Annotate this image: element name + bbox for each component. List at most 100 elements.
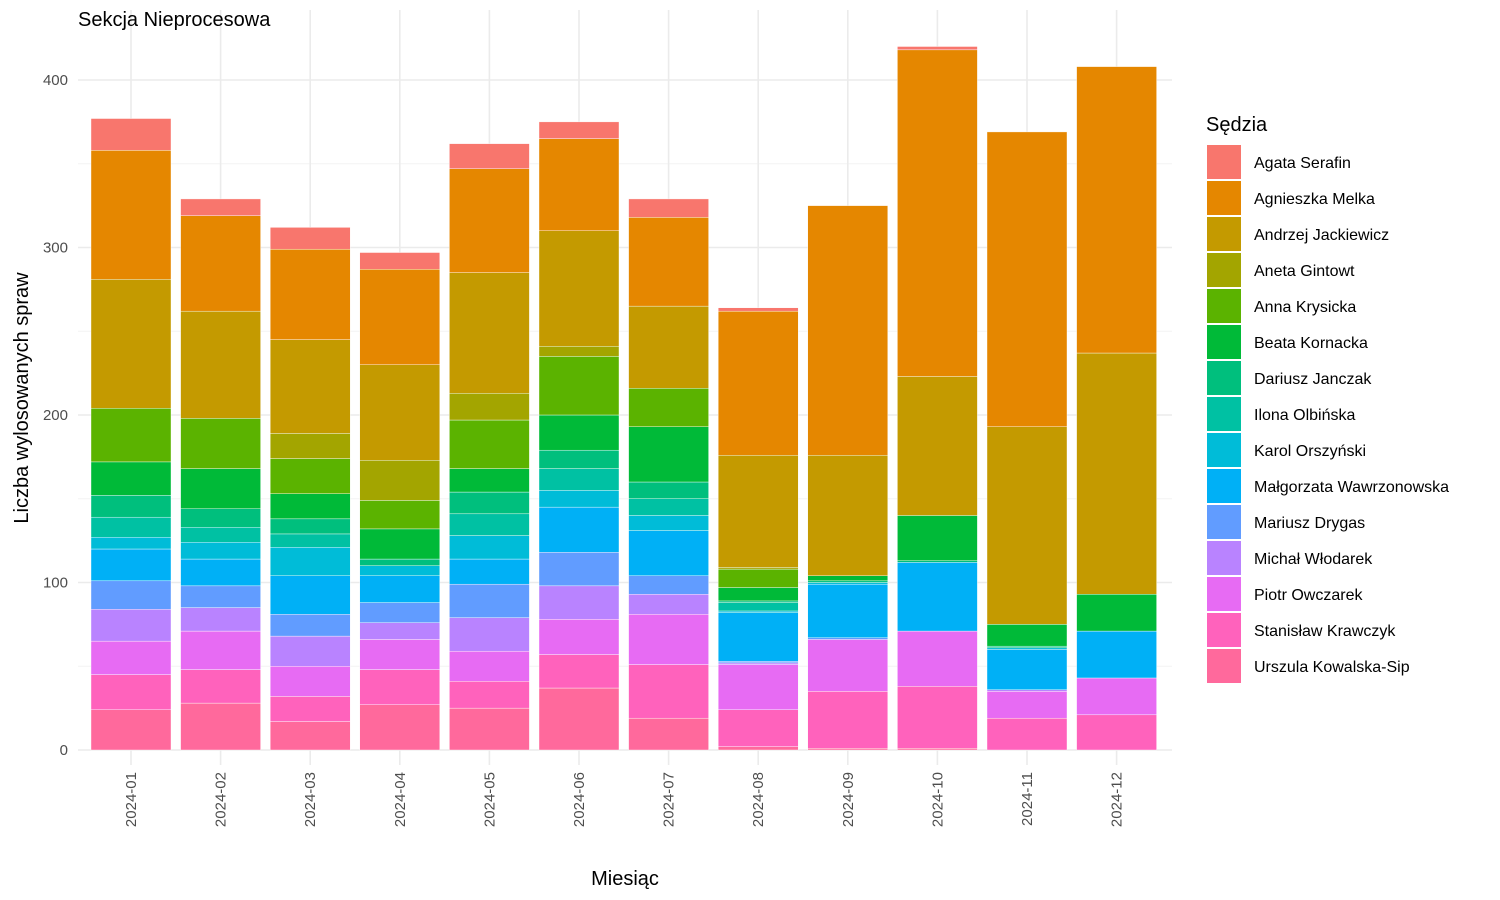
bar-segment — [897, 630, 978, 687]
bar-segment — [449, 168, 530, 273]
bar-segment — [628, 481, 709, 499]
bar-segment — [807, 582, 888, 585]
bar-segment — [897, 686, 978, 749]
bar-segment — [449, 558, 530, 585]
legend-label: Mariusz Drygas — [1254, 515, 1365, 532]
legend-label: Andrzej Jackiewicz — [1254, 227, 1389, 244]
bar-segment — [538, 552, 620, 587]
bar-segment — [718, 600, 799, 603]
bar-segment — [359, 669, 440, 705]
bar-segment — [538, 346, 620, 357]
legend-label: Piotr Owczarek — [1254, 587, 1363, 604]
bar-segment — [270, 666, 351, 697]
legend-item: Michał Włodarek — [1207, 541, 1373, 575]
legend-label: Agata Serafin — [1254, 155, 1351, 172]
bar-segment — [270, 721, 351, 751]
bar-segment — [628, 498, 709, 516]
bar-segment — [897, 562, 978, 632]
x-tick-label: 2024-05 — [481, 772, 498, 827]
bar-segment — [986, 647, 1068, 650]
legend-item: Andrzej Jackiewicz — [1207, 217, 1389, 251]
bar-segment — [1076, 352, 1157, 595]
bar-segment — [807, 639, 888, 692]
legend-label: Karol Orszyński — [1254, 443, 1366, 460]
legend-label: Stanisław Krawczyk — [1254, 623, 1396, 640]
bar-segment — [90, 674, 172, 710]
bar-segment — [718, 661, 799, 664]
bar-segment — [897, 560, 978, 563]
bar-segment — [270, 614, 351, 637]
bar-segment — [359, 460, 440, 501]
bar-segment — [90, 548, 172, 582]
legend-swatch — [1207, 577, 1241, 611]
y-tick-label: 300 — [43, 240, 68, 257]
bar-segment — [359, 575, 440, 603]
legend-item: Dariusz Janczak — [1207, 361, 1372, 395]
legend-swatch — [1207, 613, 1241, 647]
bar-segment — [180, 508, 261, 528]
x-tick-label: 2024-10 — [929, 772, 946, 827]
bar-segment — [449, 468, 530, 493]
legend-swatch — [1207, 325, 1241, 359]
legend-label: Michał Włodarek — [1254, 551, 1373, 568]
bar-segment — [538, 356, 620, 416]
bar-segment — [718, 662, 799, 665]
bar-segment — [628, 305, 709, 389]
y-tick-label: 400 — [43, 72, 68, 89]
legend-item: Anna Krysicka — [1207, 289, 1356, 323]
bar-segment — [90, 709, 172, 751]
bar-segment — [90, 580, 172, 610]
x-tick-label: 2024-11 — [1019, 772, 1036, 826]
bar-segment — [90, 640, 172, 675]
bar-segment — [718, 612, 799, 662]
bar-segment — [180, 198, 261, 216]
bar-segment — [538, 687, 620, 751]
bar-segment — [718, 746, 799, 751]
bar-segment — [90, 408, 172, 463]
bar-segment — [897, 46, 978, 51]
bar-segment — [449, 513, 530, 536]
bar-segment — [180, 310, 261, 419]
bar-segment — [986, 717, 1068, 751]
bar-segment — [897, 515, 978, 561]
bar-segment — [90, 279, 172, 409]
bar-segment — [90, 150, 172, 280]
legend-swatch — [1207, 505, 1241, 539]
bar-segment — [986, 649, 1068, 690]
bar-segment — [359, 558, 440, 566]
y-tick-label: 100 — [43, 575, 68, 592]
bar-segment — [807, 205, 888, 456]
bar-segment — [538, 230, 620, 347]
x-tick-label: 2024-12 — [1109, 772, 1126, 827]
bar-segment — [449, 491, 530, 515]
legend-item: Stanisław Krawczyk — [1207, 613, 1396, 647]
legend-item: Piotr Owczarek — [1207, 577, 1363, 611]
x-tick-label: 2024-09 — [840, 772, 857, 827]
bar-segment — [449, 535, 530, 560]
bar-segment — [90, 537, 172, 550]
bar-segment — [538, 449, 620, 469]
bar-segment — [897, 376, 978, 516]
bar-segment — [538, 654, 620, 689]
bar-segment — [270, 533, 351, 548]
bar-segment — [628, 575, 709, 595]
x-tick-label: 2024-04 — [392, 772, 409, 827]
bar-segment — [718, 307, 799, 312]
bar-segment — [986, 691, 1068, 719]
legend-label: Aneta Gintowt — [1254, 263, 1355, 280]
bar-segment — [718, 602, 799, 612]
bar-segment — [90, 516, 172, 538]
x-tick-label: 2024-02 — [213, 772, 230, 827]
bar-segment — [986, 131, 1068, 427]
bar-segment — [718, 587, 799, 602]
bar-segment — [180, 468, 261, 510]
bar-segment — [270, 518, 351, 535]
bar-segment — [359, 252, 440, 270]
y-tick-label: 0 — [60, 742, 68, 759]
bar-segment — [807, 575, 888, 582]
bar-segment — [90, 118, 172, 151]
bar-segment — [1076, 630, 1157, 679]
bar-segment — [986, 689, 1068, 692]
bar-segment — [718, 610, 799, 613]
